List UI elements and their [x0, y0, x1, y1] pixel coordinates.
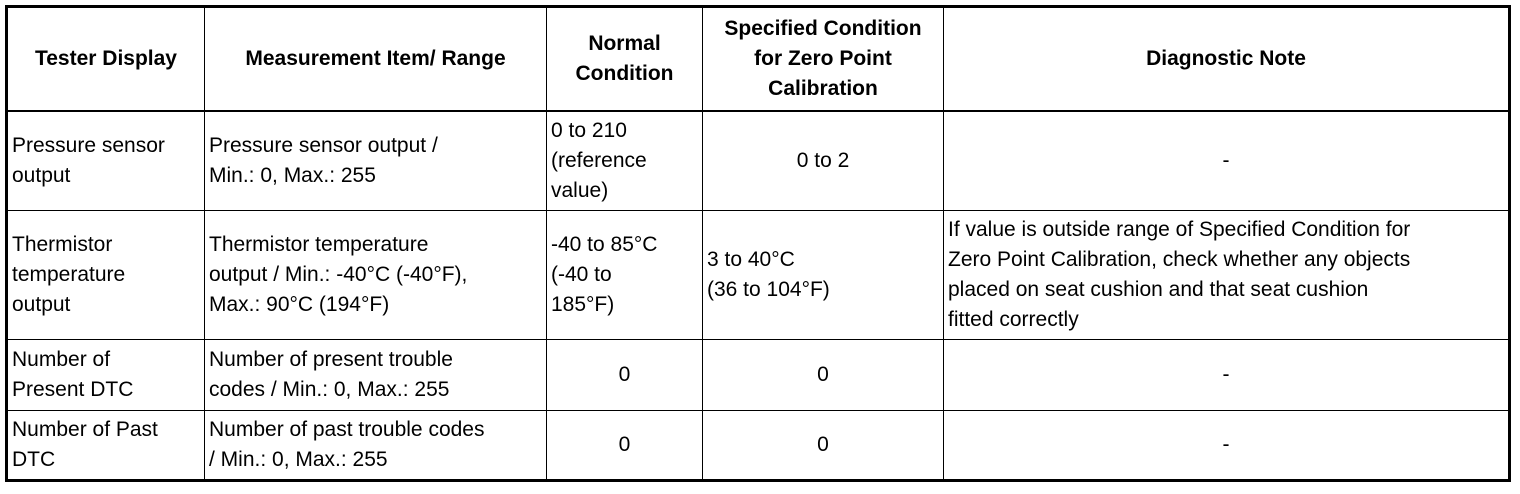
cell-tester-display: Number of Past DTC: [6, 410, 205, 481]
table-row: Number of Present DTC Number of present …: [6, 339, 1510, 411]
cell-normal-condition: 0: [546, 410, 703, 481]
cell-measurement: Number of present trouble codes / Min.: …: [204, 339, 547, 411]
cell-measurement: Thermistor temperature output / Min.: -4…: [204, 210, 547, 340]
cell-diagnostic-note: If value is outside range of Specified C…: [943, 210, 1510, 340]
header-row: Tester Display Measurement Item/ Range N…: [6, 6, 1510, 112]
header-normal-condition: Normal Condition: [546, 6, 703, 112]
cell-measurement: Number of past trouble codes / Min.: 0, …: [204, 410, 547, 481]
cell-diagnostic-note: -: [943, 339, 1510, 411]
table-row: Thermistor temperature output Thermistor…: [6, 210, 1510, 340]
table-row: Pressure sensor output Pressure sensor o…: [6, 110, 1510, 211]
cell-diagnostic-note: -: [943, 410, 1510, 481]
cell-zero-point: 0: [702, 410, 944, 481]
header-zero-point-condition: Specified Condition for Zero Point Calib…: [702, 6, 944, 112]
header-measurement-item: Measurement Item/ Range: [204, 6, 547, 112]
header-tester-display: Tester Display: [6, 6, 205, 112]
cell-diagnostic-note: -: [943, 110, 1510, 211]
cell-normal-condition: 0 to 210 (reference value): [546, 110, 703, 211]
header-diagnostic-note: Diagnostic Note: [943, 6, 1510, 112]
table-header: Tester Display Measurement Item/ Range N…: [6, 6, 1510, 112]
cell-zero-point: 3 to 40°C (36 to 104°F): [702, 210, 944, 340]
cell-normal-condition: 0: [546, 339, 703, 411]
table-body: Pressure sensor output Pressure sensor o…: [6, 110, 1510, 481]
cell-measurement: Pressure sensor output / Min.: 0, Max.: …: [204, 110, 547, 211]
cell-normal-condition: -40 to 85°C (-40 to 185°F): [546, 210, 703, 340]
cell-tester-display: Number of Present DTC: [6, 339, 205, 411]
cell-tester-display: Thermistor temperature output: [6, 210, 205, 340]
cell-zero-point: 0 to 2: [702, 110, 944, 211]
cell-zero-point: 0: [702, 339, 944, 411]
table-row: Number of Past DTC Number of past troubl…: [6, 410, 1510, 481]
cell-tester-display: Pressure sensor output: [6, 110, 205, 211]
data-list-table: Tester Display Measurement Item/ Range N…: [5, 5, 1511, 482]
